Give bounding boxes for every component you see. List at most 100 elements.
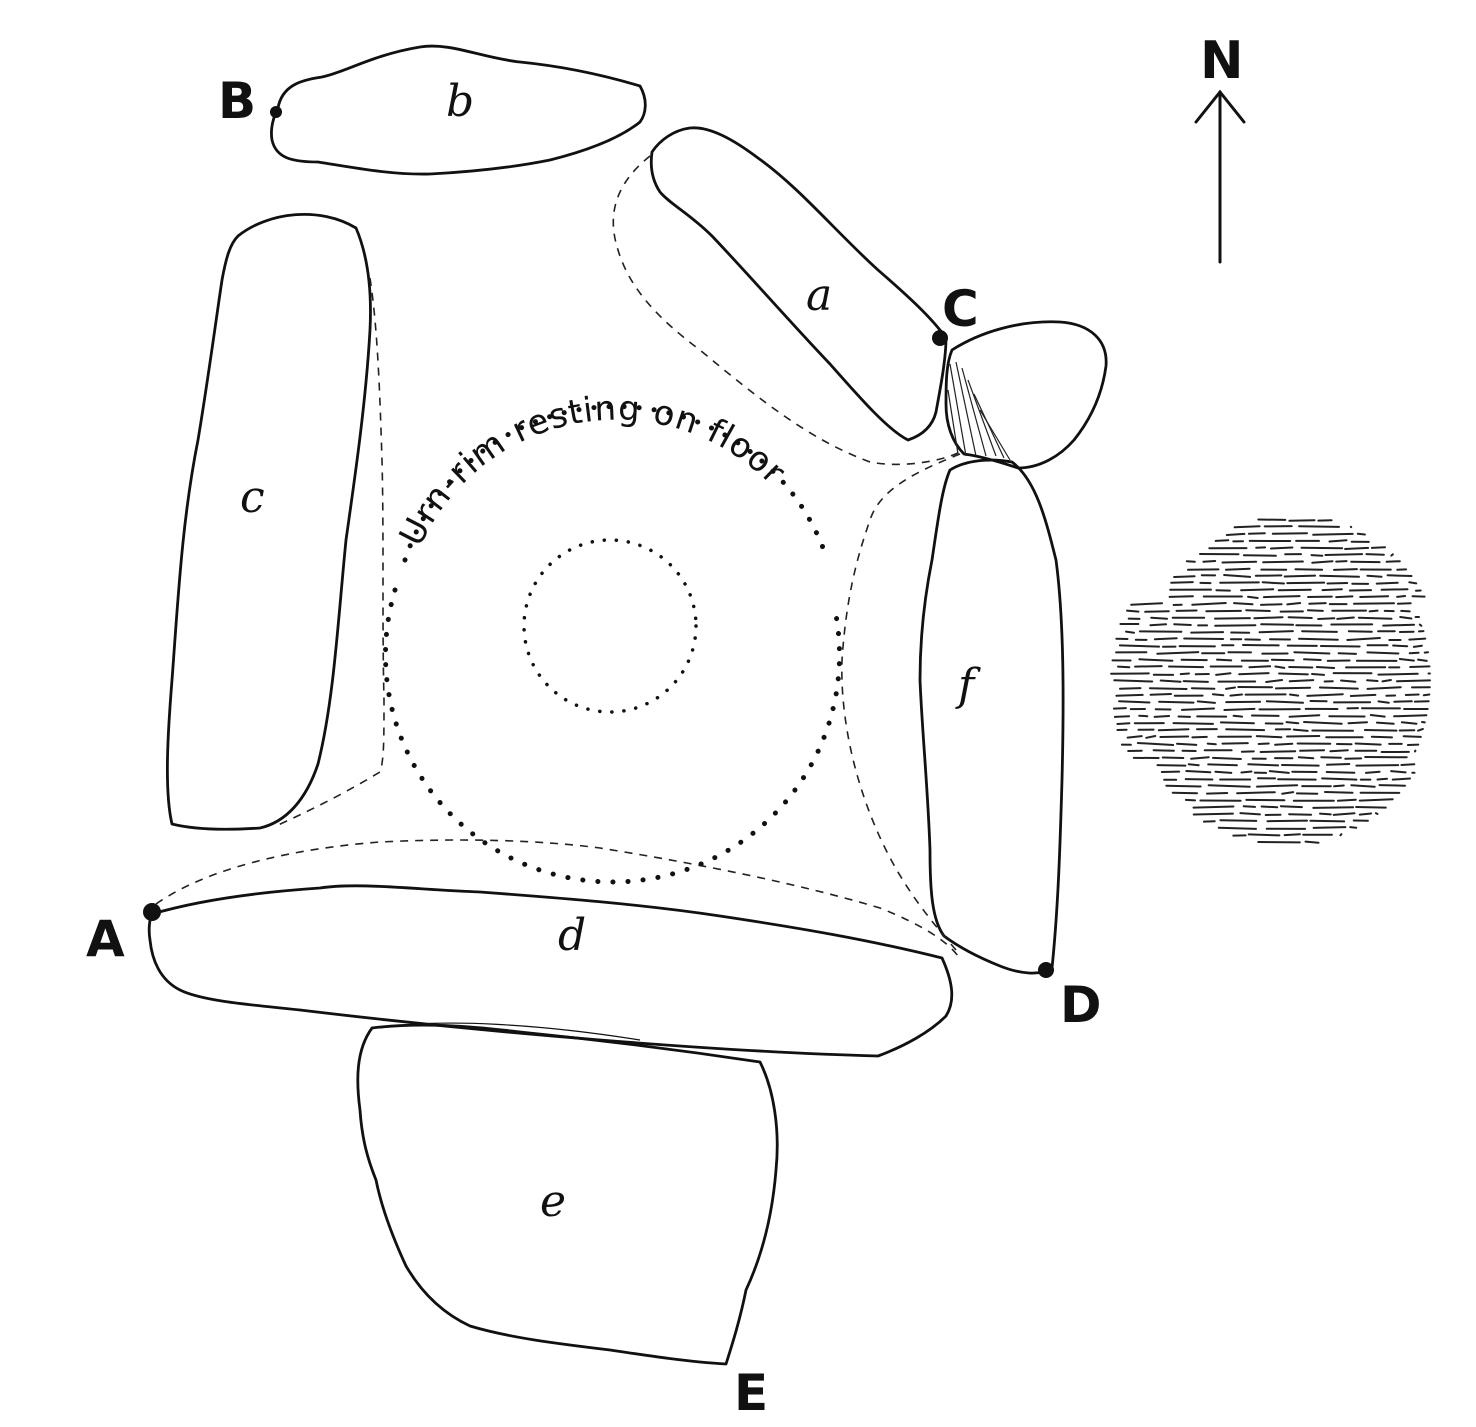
shade-stroke: [1247, 763, 1280, 767]
stone-a: [649, 126, 948, 442]
shade-stroke: [1391, 777, 1411, 781]
shade-stroke: [1134, 665, 1163, 668]
stone-e-top-edge: [379, 1022, 641, 1041]
shade-stroke: [1240, 770, 1253, 774]
shade-stroke: [1324, 553, 1364, 556]
shade-stroke: [1382, 623, 1416, 627]
shade-stroke: [1118, 700, 1151, 704]
shade-stroke: [1402, 735, 1422, 738]
shade-stroke: [1214, 539, 1230, 542]
shade-stroke: [1172, 722, 1214, 725]
shade-stroke: [1333, 784, 1345, 788]
shade-stroke: [1281, 791, 1295, 795]
shade-stroke: [1413, 749, 1417, 753]
shade-stroke: [1214, 624, 1257, 627]
urn-rim-inner: [522, 538, 698, 714]
stone-label-a: a: [806, 270, 832, 321]
shade-stroke: [1396, 602, 1412, 605]
shade-stroke: [1236, 791, 1276, 795]
shade-stroke: [1301, 630, 1338, 633]
shade-stroke: [1260, 805, 1279, 809]
shade-stroke: [1306, 693, 1344, 697]
shade-stroke: [1159, 735, 1190, 738]
shade-stroke: [1211, 693, 1225, 697]
shade-stroke: [1150, 616, 1168, 620]
shade-stroke: [1321, 588, 1343, 592]
shade-stroke: [1242, 805, 1256, 808]
shade-stroke: [1349, 826, 1358, 829]
shade-stroke: [1286, 735, 1321, 738]
urn-rim-label: Urn-rim resting on floor: [392, 388, 794, 552]
shade-stroke: [1165, 784, 1202, 788]
shade-stroke: [1212, 756, 1242, 760]
stone-label-f: f: [955, 660, 981, 711]
shade-stroke: [1168, 665, 1205, 669]
shade-stroke: [1386, 574, 1413, 577]
shade-stroke: [1176, 742, 1198, 746]
shade-stroke: [1319, 645, 1361, 648]
shade-stroke: [1258, 630, 1294, 634]
shade-stroke: [1392, 644, 1409, 648]
shade-stroke: [1117, 665, 1131, 669]
shade-stroke: [1185, 770, 1212, 774]
shade-stroke: [1400, 763, 1416, 766]
shade-stroke: [1312, 826, 1347, 829]
shade-stroke: [1187, 763, 1200, 767]
shade-stroke: [1266, 819, 1308, 823]
shade-stroke: [1311, 673, 1325, 676]
point-label-a: A: [86, 910, 125, 968]
shade-stroke: [1381, 679, 1392, 683]
shade-stroke: [1399, 616, 1413, 620]
shade-stroke: [1248, 665, 1272, 669]
shade-stroke: [1324, 791, 1354, 794]
shaded-area: [1110, 518, 1431, 844]
stone-label-d: d: [558, 910, 586, 961]
shade-stroke: [1335, 560, 1348, 563]
shade-stroke: [1350, 784, 1376, 788]
shade-stroke: [1312, 532, 1354, 536]
shade-stroke: [1311, 560, 1334, 564]
shade-stroke: [1130, 602, 1163, 606]
shade-stroke: [1207, 763, 1238, 767]
shade-stroke: [1179, 672, 1190, 676]
shade-stroke: [1370, 735, 1393, 739]
shade-stroke: [1318, 686, 1359, 690]
point-label-b: B: [218, 72, 256, 130]
urn-rim-outer-top: [402, 404, 829, 563]
shade-stroke: [1289, 693, 1300, 697]
north-arrow-icon: [1194, 89, 1246, 264]
shade-stroke: [1225, 686, 1236, 690]
shade-stroke: [1303, 658, 1322, 661]
shade-stroke: [1298, 637, 1339, 641]
shade-stroke: [1191, 735, 1208, 739]
shade-stroke: [1225, 567, 1251, 571]
shade-stroke: [1225, 532, 1246, 536]
shade-stroke: [1261, 581, 1285, 585]
shade-stroke: [1315, 666, 1336, 669]
shade-stroke: [1271, 532, 1308, 535]
shade-stroke: [1184, 798, 1196, 802]
shade-stroke: [1374, 812, 1379, 815]
shade-stroke: [1286, 602, 1302, 606]
shade-stroke: [1288, 813, 1313, 816]
point-label-e: E: [734, 1364, 768, 1422]
stone-e: [356, 1023, 779, 1366]
shade-stroke: [1299, 749, 1326, 752]
shade-stroke: [1285, 721, 1300, 725]
stone-d: [147, 884, 954, 1058]
shade-stroke: [1353, 602, 1395, 605]
shade-stroke: [1125, 630, 1135, 634]
shade-stroke: [1306, 609, 1324, 612]
shade-stroke: [1404, 693, 1420, 696]
shade-stroke: [1196, 700, 1216, 704]
shade-stroke: [1262, 560, 1304, 564]
shade-stroke: [1380, 588, 1409, 591]
shade-stroke: [1181, 707, 1215, 711]
shade-stroke: [1116, 722, 1131, 725]
shade-stroke: [1265, 679, 1284, 683]
shade-stroke: [1309, 819, 1346, 823]
shade-stroke: [1329, 749, 1349, 753]
shade-stroke: [1182, 680, 1209, 683]
shade-stroke: [1385, 560, 1401, 563]
shade-stroke: [1161, 756, 1185, 759]
